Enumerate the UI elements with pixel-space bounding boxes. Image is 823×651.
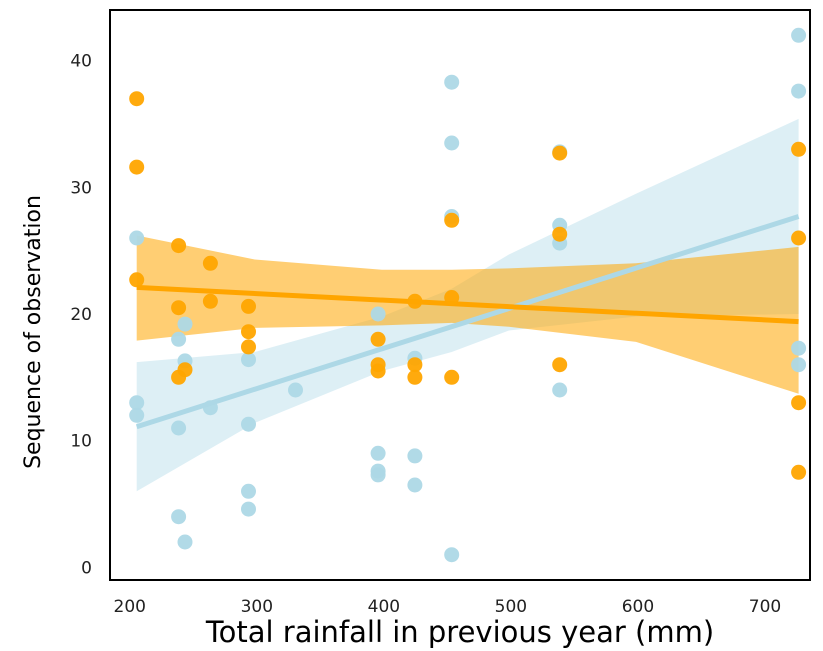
data-point <box>791 83 807 99</box>
data-point <box>444 74 460 90</box>
data-point <box>552 382 568 398</box>
x-axis-ticks: 200 300 400 500 600 700 <box>114 597 782 617</box>
data-point <box>129 91 145 107</box>
data-point <box>407 477 423 493</box>
y-axis-title: Sequence of observation <box>21 195 46 469</box>
x-tick-label: 200 <box>114 597 146 617</box>
data-point <box>791 230 807 246</box>
data-point <box>791 141 807 157</box>
fit-lines <box>135 214 800 430</box>
data-point <box>370 363 386 379</box>
data-point <box>241 501 256 517</box>
data-point <box>171 238 187 254</box>
data-point <box>791 357 807 373</box>
data-point <box>791 464 807 480</box>
y-tick-label: 20 <box>70 305 92 325</box>
data-point <box>552 145 568 161</box>
data-point <box>444 290 460 305</box>
x-tick-label: 300 <box>241 597 273 617</box>
data-point <box>171 509 187 525</box>
data-point <box>241 324 256 340</box>
data-point <box>202 255 218 271</box>
data-point <box>370 306 386 322</box>
x-tick-label: 400 <box>368 597 400 617</box>
fit-line <box>135 214 800 430</box>
y-tick-label: 40 <box>70 52 92 72</box>
confidence-band <box>136 235 799 394</box>
x-axis-title: Total rainfall in previous year (mm) <box>205 615 714 649</box>
data-point <box>241 483 256 499</box>
data-point <box>171 420 187 436</box>
data-point <box>791 27 807 43</box>
data-point <box>177 534 193 550</box>
data-point <box>791 340 807 356</box>
data-point <box>288 382 303 398</box>
data-point <box>177 316 193 332</box>
data-point <box>444 547 460 563</box>
x-tick-label: 700 <box>749 597 781 617</box>
data-point <box>129 395 145 411</box>
data-point <box>241 339 256 355</box>
data-point <box>171 331 187 347</box>
data-point <box>370 331 386 347</box>
y-axis-ticks: 0 10 20 30 40 <box>70 52 92 579</box>
data-points <box>129 27 807 563</box>
data-point <box>129 159 145 175</box>
data-point <box>177 362 193 378</box>
data-point <box>129 230 145 246</box>
data-point <box>444 369 460 385</box>
y-tick-label: 30 <box>70 178 92 198</box>
data-point <box>129 407 145 423</box>
data-point <box>791 395 807 411</box>
data-point <box>552 226 568 242</box>
data-point <box>171 300 187 316</box>
data-point <box>552 357 568 373</box>
x-tick-label: 600 <box>622 597 654 617</box>
data-point <box>407 448 423 464</box>
data-point <box>202 400 218 416</box>
plot-frame <box>109 9 811 581</box>
data-point <box>241 352 256 368</box>
data-point <box>241 416 256 432</box>
data-point <box>202 293 218 309</box>
data-point <box>370 467 386 483</box>
y-tick-label: 10 <box>70 432 92 452</box>
fit-line <box>136 284 799 325</box>
data-point <box>129 272 145 288</box>
data-point <box>407 369 423 385</box>
data-point <box>241 298 256 314</box>
x-tick-label: 500 <box>495 597 527 617</box>
data-point <box>407 293 423 309</box>
data-point <box>444 212 460 228</box>
data-point <box>370 445 386 461</box>
data-point <box>407 357 423 373</box>
data-point <box>444 135 460 151</box>
y-tick-label: 0 <box>81 558 92 578</box>
